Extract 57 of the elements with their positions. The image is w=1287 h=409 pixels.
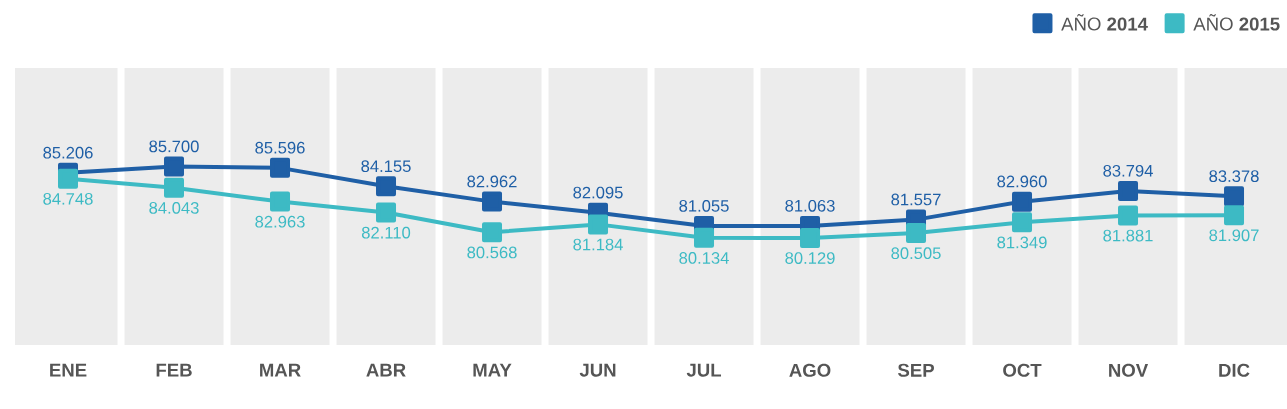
point (694, 227, 715, 248)
x-tick-label: JUL (686, 363, 722, 377)
point (906, 223, 927, 244)
data-label: 85.700 (149, 140, 199, 153)
point (1118, 205, 1139, 226)
point (482, 191, 503, 212)
legend-label: AÑO 2014 (1061, 14, 1148, 31)
point (482, 222, 503, 243)
x-tick-label: FEB (156, 363, 192, 377)
point (164, 177, 185, 198)
data-label: 82.110 (361, 226, 411, 239)
point (164, 156, 185, 177)
data-label: 85.596 (255, 141, 305, 154)
point (58, 168, 79, 189)
point (1224, 186, 1245, 207)
data-label: 82.960 (997, 175, 1047, 188)
point (1118, 180, 1139, 201)
point (1012, 212, 1033, 233)
data-label: 83.794 (1103, 164, 1153, 177)
legend-label: AÑO 2015 (1193, 14, 1280, 31)
point (1012, 191, 1033, 212)
x-tick-label: ENE (50, 363, 87, 377)
x-tick-label: OCT (1003, 363, 1042, 377)
x-tick-label: ABR (366, 363, 406, 377)
data-label: 82.963 (255, 215, 305, 228)
x-tick-label: NOV (1109, 363, 1149, 377)
x-tick-label: MAR (260, 363, 301, 377)
data-label: 81.055 (679, 200, 729, 212)
data-label: 81.063 (785, 199, 835, 212)
data-label: 85.206 (43, 146, 93, 159)
x-tick-label: SEP (897, 363, 934, 377)
point (376, 176, 397, 197)
data-label: 82.962 (467, 175, 517, 188)
data-label: 84.748 (43, 193, 93, 205)
x-tick-label: JUN (579, 363, 616, 377)
point (270, 157, 291, 178)
data-label: 80.134 (679, 252, 729, 264)
point (270, 191, 291, 212)
data-label: 81.881 (1103, 229, 1153, 242)
x-tick-label: MAY (473, 363, 512, 377)
data-label: 81.907 (1209, 229, 1259, 242)
data-label: 81.184 (573, 238, 623, 251)
data-label: 80.505 (891, 247, 941, 260)
data-label: 83.378 (1209, 170, 1259, 183)
point (1224, 205, 1245, 226)
point (800, 227, 821, 248)
data-label: 81.557 (891, 193, 941, 206)
data-label: 84.043 (149, 202, 199, 214)
data-label: 80.568 (467, 246, 517, 259)
x-tick-label: DIC (1219, 363, 1250, 377)
data-label: 81.349 (997, 236, 1047, 249)
data-label: 84.155 (361, 160, 411, 173)
x-tick-label: AGO (789, 363, 831, 377)
point (376, 202, 397, 223)
data-label: 82.095 (573, 186, 623, 199)
data-label: 80.129 (785, 252, 835, 264)
point (588, 214, 609, 235)
